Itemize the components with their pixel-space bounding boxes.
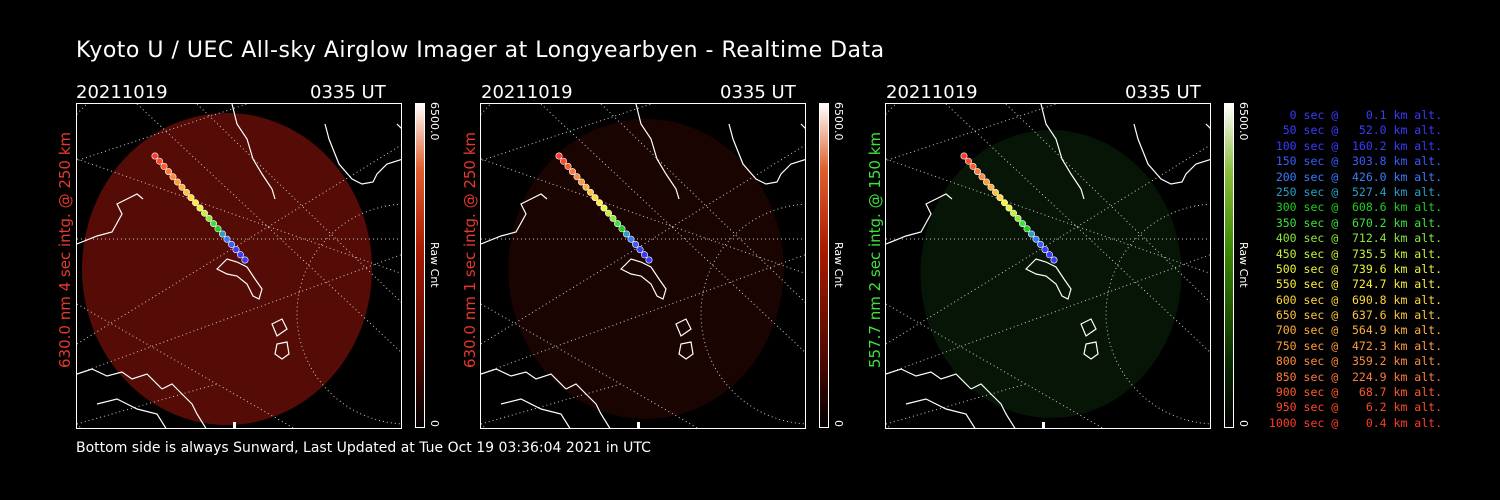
footer-note: Bottom side is always Sunward, Last Upda… bbox=[76, 440, 651, 456]
legend-item: 650 sec @ 637.6 km alt. bbox=[1268, 308, 1442, 323]
panel-3-ylabel: 557.7 nm 2 sec intg. @ 150 km bbox=[866, 131, 884, 368]
legend-item: 150 sec @ 303.8 km alt. bbox=[1268, 154, 1442, 169]
panel-2-scale-label: Raw Cnt bbox=[832, 242, 845, 288]
panel-3-scale-label: Raw Cnt bbox=[1237, 242, 1250, 288]
panel-1-scale-min: 0 bbox=[428, 420, 441, 427]
legend-item: 500 sec @ 739.6 km alt. bbox=[1268, 261, 1442, 276]
panel-3-image bbox=[885, 103, 1211, 429]
panel-2-image bbox=[480, 103, 806, 429]
panel-2-ylabel: 630.0 nm 1 sec intg. @ 250 km bbox=[461, 131, 479, 368]
panel-2-scale-min: 0 bbox=[832, 420, 845, 427]
panel-3-scale-min: 0 bbox=[1237, 420, 1250, 427]
panel-1-scale-max: 6500.0 bbox=[428, 102, 441, 141]
legend-item: 250 sec @ 527.4 km alt. bbox=[1268, 184, 1442, 199]
panel-2-date: 20211019 bbox=[481, 82, 573, 103]
panel-2-time: 0335 UT bbox=[720, 82, 796, 103]
legend-item: 1000 sec @ 0.4 km alt. bbox=[1268, 415, 1442, 430]
legend-item: 750 sec @ 472.3 km alt. bbox=[1268, 338, 1442, 353]
legend-item: 0 sec @ 0.1 km alt. bbox=[1268, 108, 1442, 122]
panel-1-image bbox=[76, 103, 402, 429]
panel-1-scale-label: Raw Cnt bbox=[428, 242, 441, 288]
trajectory-legend: 0 sec @ 0.1 km alt. 50 sec @ 52.0 km alt… bbox=[1262, 108, 1442, 431]
panel-3-scale-max: 6500.0 bbox=[1237, 102, 1250, 141]
legend-item: 100 sec @ 160.2 km alt. bbox=[1268, 138, 1442, 153]
legend-item: 200 sec @ 426.0 km alt. bbox=[1268, 169, 1442, 184]
panel-1-time: 0335 UT bbox=[310, 82, 386, 103]
panel-1-ylabel: 630.0 nm 4 sec intg. @ 250 km bbox=[56, 131, 74, 368]
panel-2-scale-max: 6500.0 bbox=[832, 102, 845, 141]
legend-item: 350 sec @ 670.2 km alt. bbox=[1268, 215, 1442, 230]
legend-item: 900 sec @ 68.7 km alt. bbox=[1268, 385, 1442, 400]
panel-1-date: 20211019 bbox=[76, 82, 168, 103]
legend-item: 850 sec @ 224.9 km alt. bbox=[1268, 369, 1442, 384]
panel-3-colorbar bbox=[1224, 103, 1234, 428]
page-title: Kyoto U / UEC All-sky Airglow Imager at … bbox=[76, 38, 885, 63]
legend-item: 400 sec @ 712.4 km alt. bbox=[1268, 231, 1442, 246]
panel-3-time: 0335 UT bbox=[1125, 82, 1201, 103]
legend-item: 950 sec @ 6.2 km alt. bbox=[1268, 400, 1442, 415]
panel-1-colorbar bbox=[415, 103, 425, 428]
legend-item: 550 sec @ 724.7 km alt. bbox=[1268, 277, 1442, 292]
panel-2-colorbar bbox=[819, 103, 829, 428]
panel-3-date: 20211019 bbox=[886, 82, 978, 103]
legend-item: 600 sec @ 690.8 km alt. bbox=[1268, 292, 1442, 307]
legend-item: 300 sec @ 608.6 km alt. bbox=[1268, 200, 1442, 215]
legend-item: 450 sec @ 735.5 km alt. bbox=[1268, 246, 1442, 261]
legend-item: 800 sec @ 359.2 km alt. bbox=[1268, 354, 1442, 369]
legend-item: 700 sec @ 564.9 km alt. bbox=[1268, 323, 1442, 338]
legend-item: 50 sec @ 52.0 km alt. bbox=[1268, 123, 1442, 138]
